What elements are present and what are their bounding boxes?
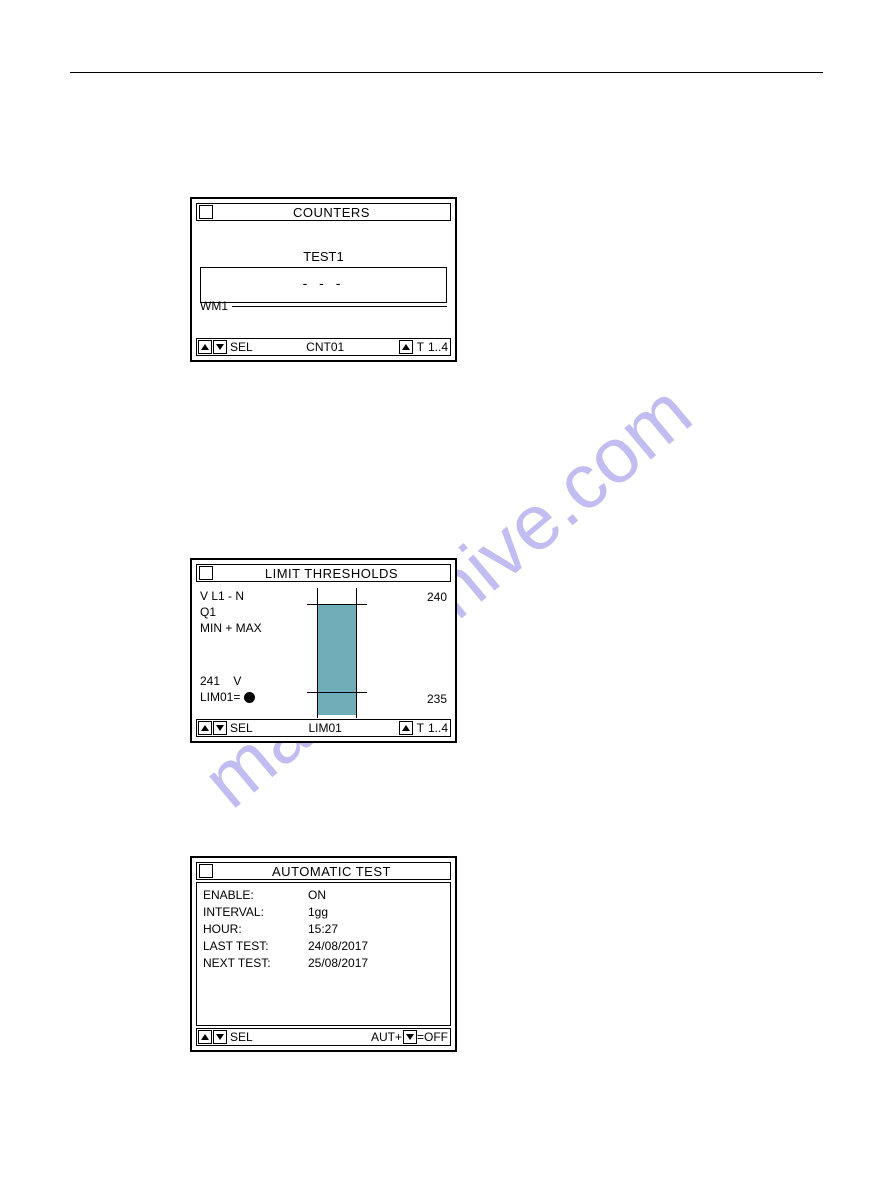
limits-value: 241 [200, 674, 220, 688]
limits-lim-label: LIM01= [200, 690, 240, 704]
row-label: NEXT TEST: [203, 955, 308, 972]
limits-title-bar: LIMIT THRESHOLDS [196, 564, 451, 582]
limits-unit: V [233, 674, 241, 688]
limits-footer: SEL LIM01 T 1..4 [196, 719, 451, 737]
counters-footer: SEL CNT01 T 1..4 [196, 338, 451, 356]
footer-center-label: CNT01 [253, 340, 398, 354]
row-value: 25/08/2017 [308, 955, 368, 972]
up-arrow-icon[interactable] [198, 721, 212, 735]
row-value: 15:27 [308, 921, 338, 938]
autotest-footer: SEL AUT+ =OFF [196, 1028, 451, 1046]
autotest-row: LAST TEST:24/08/2017 [203, 938, 444, 955]
autotest-body: ENABLE:ON INTERVAL:1gg HOUR:15:27 LAST T… [196, 882, 451, 1026]
title-square-icon [199, 566, 213, 580]
autotest-row: INTERVAL:1gg [203, 904, 444, 921]
footer-center-label: LIM01 [253, 721, 398, 735]
footer-sel-label: SEL [230, 340, 253, 354]
limits-upper-value: 240 [427, 590, 447, 604]
status-dot-icon [244, 692, 255, 703]
up-arrow-icon[interactable] [399, 340, 413, 354]
footer-sel-label: SEL [230, 721, 253, 735]
limits-line2: Q1 [200, 604, 262, 620]
down-arrow-icon[interactable] [213, 721, 227, 735]
row-label: LAST TEST: [203, 938, 308, 955]
counters-value-box: - - - [200, 267, 447, 303]
limits-title: LIMIT THRESHOLDS [213, 566, 450, 581]
autotest-row: HOUR:15:27 [203, 921, 444, 938]
row-value: 1gg [308, 904, 328, 921]
footer-aut-label: AUT+ [371, 1030, 402, 1044]
autotest-title-bar: AUTOMATIC TEST [196, 862, 451, 880]
footer-t-label: T [417, 340, 424, 354]
limits-lower-value: 235 [427, 692, 447, 706]
down-arrow-icon[interactable] [213, 340, 227, 354]
up-arrow-icon[interactable] [399, 721, 413, 735]
row-label: ENABLE: [203, 887, 308, 904]
row-label: HOUR: [203, 921, 308, 938]
bar-tick-lower [307, 692, 367, 693]
limits-line3: MIN + MAX [200, 620, 262, 636]
limits-line1: V L1 - N [200, 588, 262, 604]
header-rule [70, 72, 823, 73]
autotest-row: ENABLE:ON [203, 887, 444, 904]
row-value: ON [308, 887, 326, 904]
autotest-title: AUTOMATIC TEST [213, 864, 450, 879]
limits-lim-row: LIM01= [200, 690, 255, 704]
limits-value-row: 241 V [200, 674, 241, 688]
counters-title-bar: COUNTERS [196, 203, 451, 221]
counters-title: COUNTERS [213, 205, 450, 220]
limits-bar [317, 588, 357, 718]
autotest-row: NEXT TEST:25/08/2017 [203, 955, 444, 972]
bar-fill [318, 604, 356, 716]
limits-panel: LIMIT THRESHOLDS V L1 - N Q1 MIN + MAX 2… [190, 558, 457, 743]
footer-sel-label: SEL [230, 1030, 253, 1044]
counters-panel: COUNTERS TEST1 - - - WM1 SEL CNT01 T 1..… [190, 197, 457, 362]
row-value: 24/08/2017 [308, 938, 368, 955]
up-arrow-icon[interactable] [198, 1030, 212, 1044]
autotest-panel: AUTOMATIC TEST ENABLE:ON INTERVAL:1gg HO… [190, 856, 457, 1052]
counters-wm-line [232, 306, 447, 307]
down-arrow-icon[interactable] [213, 1030, 227, 1044]
counters-wm-label: WM1 [200, 299, 228, 313]
title-square-icon [199, 864, 213, 878]
limits-left-labels: V L1 - N Q1 MIN + MAX [200, 588, 262, 636]
footer-t-label: T [417, 721, 424, 735]
row-label: INTERVAL: [203, 904, 308, 921]
counters-test-label: TEST1 [192, 249, 455, 264]
footer-off-label: =OFF [417, 1030, 448, 1044]
footer-range-label: 1..4 [428, 340, 448, 354]
bar-tick-upper [307, 604, 367, 605]
footer-range-label: 1..4 [428, 721, 448, 735]
up-arrow-icon[interactable] [198, 340, 212, 354]
title-square-icon [199, 205, 213, 219]
down-arrow-icon[interactable] [403, 1030, 417, 1044]
